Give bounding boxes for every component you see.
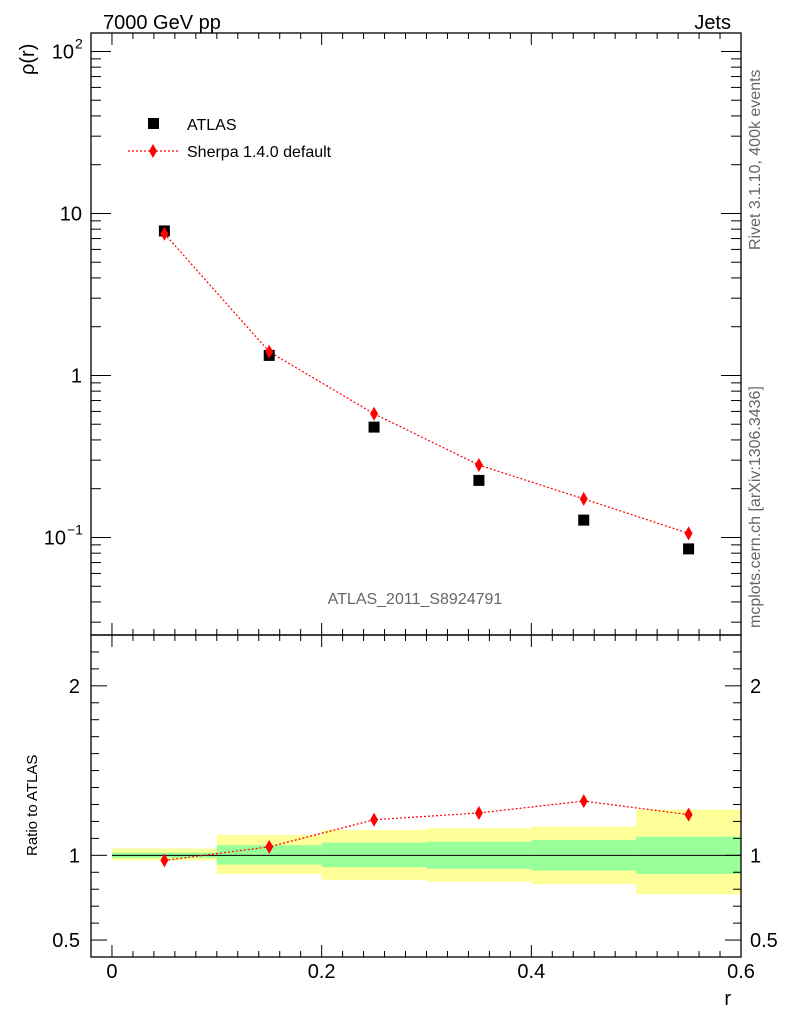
x-tick-label-2: 0.4	[517, 961, 545, 983]
legend: ATLAS Sherpa 1.4.0 default	[128, 117, 332, 161]
rivet-version-text: Rivet 3.1.10, 400k events	[747, 69, 764, 250]
legend-sherpa-marker	[149, 144, 157, 158]
ratio-y-tick-label-left-0: 0.5	[52, 930, 80, 952]
sherpa-point-3	[474, 458, 483, 473]
sherpa-ratio-point-2	[370, 812, 379, 827]
legend-sherpa-label: Sherpa 1.4.0 default	[187, 144, 332, 161]
main-y-tick-label-2: 10	[60, 203, 82, 225]
atlas-point-5	[683, 543, 695, 555]
ratio-frame	[90, 634, 742, 958]
atlas-point-2	[368, 421, 380, 433]
sherpa-point-4	[579, 491, 588, 506]
legend-atlas-label: ATLAS	[187, 117, 237, 134]
atlas-point-4	[578, 514, 590, 526]
main-y-tick-label-3: 10	[52, 41, 74, 63]
ratio-y-tick-label-left-2: 2	[69, 676, 80, 698]
sherpa-ratio-line	[164, 800, 689, 861]
ratio-panel: 0 0.2 0.4 0.6 0.5 0.5 1 1 2 2	[52, 634, 778, 983]
main-y-axis-title: ρ(r)	[17, 44, 39, 75]
ratio-y-tick-label-left-1: 1	[69, 845, 80, 867]
atlas-point-3	[473, 474, 485, 486]
ratio-y-tick-label-right-0: 0.5	[750, 930, 778, 952]
sherpa-point-5	[684, 526, 693, 541]
sherpa-point-0	[160, 226, 169, 241]
sherpa-ratio-point-0	[160, 853, 169, 868]
ratio-y-tick-label-right-2: 2	[750, 676, 761, 698]
analysis-label: ATLAS_2011_S8924791	[328, 591, 503, 608]
x-tick-label-0: 0	[106, 961, 117, 983]
main-y-tick-exponent-0: −1	[67, 521, 83, 537]
sherpa-ratio-point-3	[474, 805, 483, 820]
x-tick-label-3: 0.6	[727, 961, 755, 983]
main-y-tick-label-1: 1	[71, 365, 82, 387]
legend-atlas-marker	[148, 118, 159, 129]
header-left-text: 7000 GeV pp	[103, 12, 221, 34]
sherpa-ratio-point-4	[579, 794, 588, 809]
sherpa-ratio-point-1	[265, 839, 274, 854]
header-right-text: Jets	[694, 12, 731, 34]
sherpa-point-2	[370, 406, 379, 421]
main-y-tick-exponent-3: 2	[75, 35, 83, 51]
mcplots-credit-text: mcplots.cern.ch [arXiv:1306.3436]	[747, 386, 764, 628]
sherpa-point-1	[265, 344, 274, 359]
main-y-tick-label-0: 10	[44, 527, 66, 549]
sherpa-line	[163, 233, 689, 534]
ratio-y-axis-title: Ratio to ATLAS	[24, 755, 41, 856]
ratio-y-tick-label-right-1: 1	[750, 845, 761, 867]
x-axis-title: r	[724, 988, 731, 1010]
sherpa-ratio-point-5	[684, 807, 693, 822]
x-tick-label-1: 0.2	[308, 961, 336, 983]
